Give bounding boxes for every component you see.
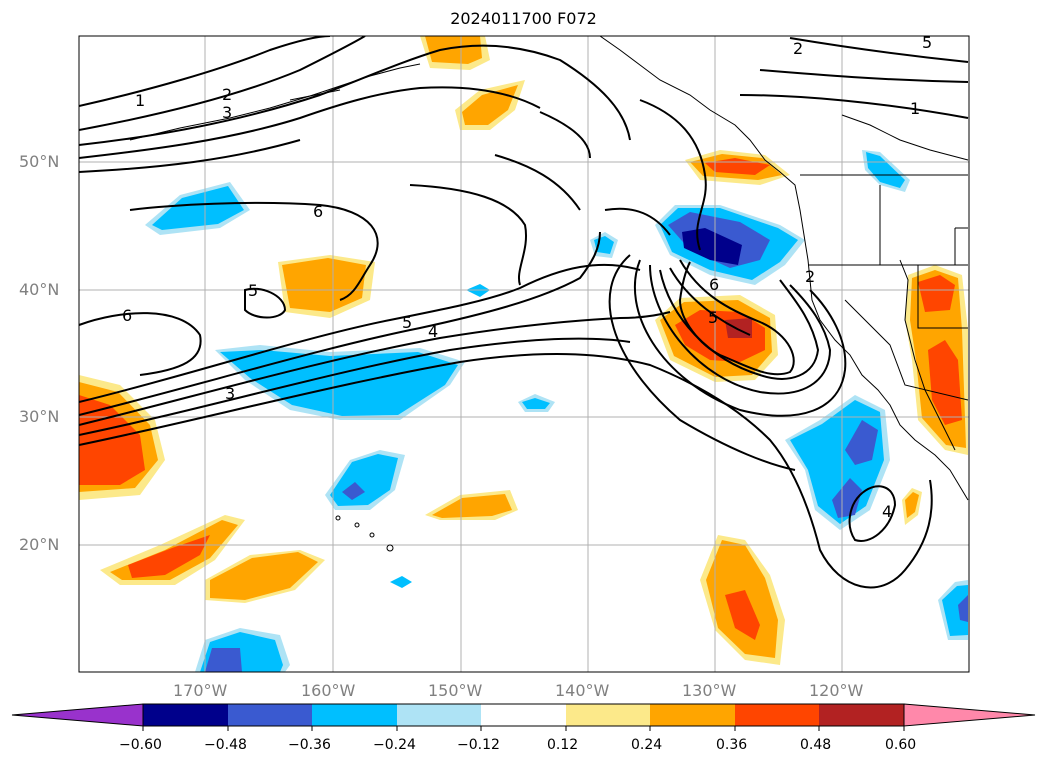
- colorbar-tick-label: 0.48: [800, 737, 832, 753]
- contour-label: 5: [922, 33, 932, 52]
- lat-label: 50°N: [19, 152, 60, 171]
- lat-label: 40°N: [19, 280, 60, 299]
- contour-label: 6: [313, 202, 323, 221]
- lon-label: 120°W: [809, 681, 864, 700]
- contour-label: 6: [709, 275, 719, 294]
- colorbar-segment: [312, 704, 397, 726]
- contour-label: 2: [222, 85, 232, 104]
- contour-label: 4: [882, 502, 892, 521]
- contour-label: 1: [135, 91, 145, 110]
- colorbar-tick-label: −0.12: [457, 737, 500, 753]
- colorbar-tick-label: 0.60: [885, 737, 917, 753]
- coastlines: [129, 36, 969, 552]
- colorbar-segment: [819, 704, 904, 726]
- lon-label: 160°W: [301, 681, 356, 700]
- colorbar-tick-label: −0.24: [373, 737, 416, 753]
- contour-label: 2: [793, 39, 803, 58]
- map-title: 2024011700 F072: [450, 9, 597, 28]
- colorbar-segment: [397, 704, 481, 726]
- contour-label: 5: [248, 281, 258, 300]
- contour-label: 1: [910, 99, 920, 118]
- contour-label: 3: [225, 384, 235, 403]
- colorbar-segment: [481, 704, 566, 726]
- colorbar-extend-low: [11, 703, 144, 727]
- colorbar-tick-label: 0.36: [716, 737, 748, 753]
- colorbar-tick-label: −0.36: [288, 737, 331, 753]
- lon-label: 130°W: [682, 681, 737, 700]
- colorbar-tick-label: 0.24: [631, 737, 663, 753]
- warm-anomaly-patches: [79, 36, 968, 665]
- colorbar: [11, 703, 1036, 731]
- lat-label: 20°N: [19, 535, 60, 554]
- colorbar-segment: [735, 704, 819, 726]
- colorbar-extend-high: [903, 703, 1036, 727]
- graticule: [79, 36, 969, 672]
- lon-label: 140°W: [555, 681, 610, 700]
- contour-label: 5: [708, 308, 718, 327]
- colorbar-segment: [143, 704, 228, 726]
- cold-anomaly-patches: [145, 150, 968, 672]
- colorbar-tick-label: 0.12: [547, 737, 579, 753]
- colorbar-segment: [650, 704, 735, 726]
- colorbar-segment: [566, 704, 650, 726]
- contour-label: 4: [428, 322, 438, 341]
- contour-label: 3: [222, 103, 232, 122]
- contour-label: 5: [402, 313, 412, 332]
- colorbar-tick-label: −0.60: [119, 737, 162, 753]
- lon-label: 170°W: [173, 681, 228, 700]
- contour-label: 6: [122, 306, 132, 325]
- contour-label: 2: [805, 267, 815, 286]
- lat-label: 30°N: [19, 407, 60, 426]
- contour-labels: 1 2 3 2 5 1 6 6 5 5 4 3 5 6 2 4: [122, 33, 932, 521]
- lon-label: 150°W: [428, 681, 483, 700]
- contour-lines: [79, 36, 969, 589]
- colorbar-tick-label: −0.48: [204, 737, 247, 753]
- colorbar-segment: [228, 704, 312, 726]
- map-frame: [78, 35, 970, 673]
